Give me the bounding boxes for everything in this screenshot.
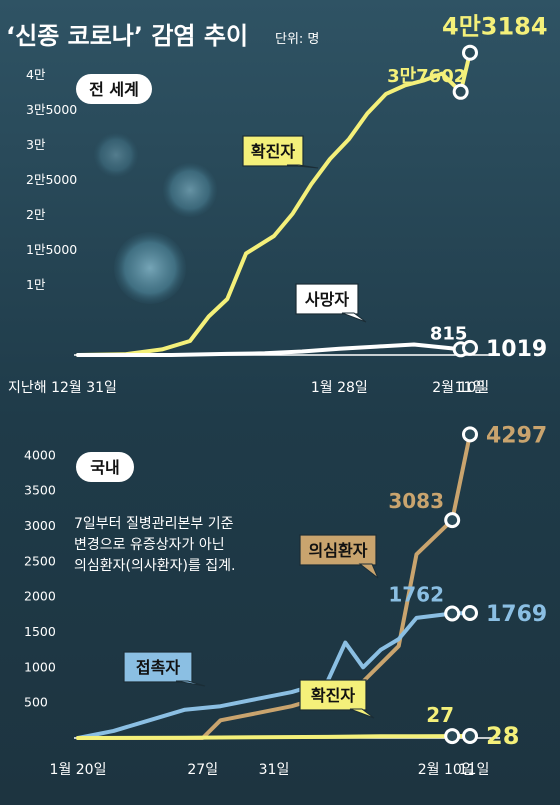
series-badge xyxy=(299,679,367,711)
series-name: 확진자 xyxy=(311,686,355,705)
x-tick-label: 27일 xyxy=(187,762,218,778)
series-name: 확진자 xyxy=(251,142,295,161)
y-tick-label: 3만5000 xyxy=(26,102,77,117)
y-tick-label: 500 xyxy=(24,695,48,710)
series-badge-pointer xyxy=(341,312,367,323)
data-point-marker xyxy=(444,605,461,622)
y-tick-label: 2500 xyxy=(24,553,56,568)
data-point-marker xyxy=(462,44,478,61)
virus-icon xyxy=(114,232,186,304)
y-tick-label: 2000 xyxy=(24,589,56,604)
data-point-marker xyxy=(452,83,469,100)
series-badge xyxy=(123,651,193,683)
data-point-marker xyxy=(462,728,478,745)
y-tick-label: 1만5000 xyxy=(26,242,77,257)
series-badge-pointer xyxy=(286,164,319,169)
note-line: 의심환자(의사환자)를 집계. xyxy=(74,558,236,574)
panel-badge xyxy=(76,74,152,104)
series-badge xyxy=(242,135,304,167)
note-line: 변경으로 유증상자가 아닌 xyxy=(74,537,225,553)
unit-label: 단위: 명 xyxy=(275,32,319,47)
x-tick-label: 2월 10일 xyxy=(418,762,475,778)
series-badge xyxy=(299,534,377,566)
series-badge-pointer xyxy=(175,680,206,687)
x-tick-label: 31일 xyxy=(259,762,290,778)
y-tick-label: 1만 xyxy=(26,277,46,292)
x-tick-label: 11일 xyxy=(455,380,486,396)
series-name: 의심환자 xyxy=(309,541,368,560)
y-tick-label: 4만 xyxy=(26,67,46,82)
series-badge xyxy=(295,283,359,315)
virus-icon xyxy=(94,133,138,177)
data-label: 3만7602 xyxy=(387,66,466,87)
x-tick-label: 지난해 12월 31일 xyxy=(8,380,117,396)
x-tick-label: 2월 10일 xyxy=(432,380,489,396)
y-tick-label: 3500 xyxy=(24,483,56,498)
series-badge-pointer xyxy=(358,563,379,579)
end-value-label: 1769 xyxy=(486,602,547,627)
data-point-marker xyxy=(462,604,478,621)
panel-label: 전 세계 xyxy=(89,80,139,99)
note-line: 7일부터 질병관리본부 기준 xyxy=(74,516,234,532)
series-line xyxy=(76,734,472,740)
panel-badge xyxy=(76,452,134,482)
data-label: 27 xyxy=(426,703,454,727)
y-tick-label: 3만 xyxy=(26,137,46,152)
end-value-label: 4만3184 xyxy=(442,13,548,41)
y-tick-label: 1500 xyxy=(24,624,56,639)
data-point-marker xyxy=(444,512,461,529)
end-value-label: 28 xyxy=(486,722,519,750)
y-tick-label: 4000 xyxy=(24,447,56,462)
end-value-label: 4297 xyxy=(486,423,547,448)
page-title: ‘신종 코로나’ 감염 추이 xyxy=(6,22,248,50)
data-label: 1762 xyxy=(388,582,444,606)
data-label: 815 xyxy=(430,323,468,344)
y-tick-label: 2만5000 xyxy=(26,172,77,187)
series-name: 사망자 xyxy=(305,290,349,309)
virus-illustration xyxy=(94,133,217,304)
virus-icon xyxy=(163,163,217,217)
data-label: 3083 xyxy=(388,489,444,513)
series-name: 접촉자 xyxy=(136,658,180,677)
series-line xyxy=(76,50,472,357)
end-value-label: 1019 xyxy=(486,337,547,362)
x-tick-label: 11일 xyxy=(459,762,490,778)
y-tick-label: 3000 xyxy=(24,518,56,533)
data-point-marker xyxy=(462,426,478,443)
series-badge-pointer xyxy=(349,708,375,719)
x-tick-label: 1월 20일 xyxy=(50,762,107,778)
data-point-marker xyxy=(462,339,478,356)
series-line xyxy=(76,342,472,357)
data-point-marker xyxy=(444,728,461,745)
korea-chart: 500 1000 1500 2000 2500 3000 3500 4000 1월 20일 27일… xyxy=(24,423,547,778)
y-tick-label: 2만 xyxy=(26,207,46,222)
y-tick-label: 1000 xyxy=(24,659,56,674)
panel-label: 국내 xyxy=(90,458,119,477)
x-tick-label: 1월 28일 xyxy=(311,380,368,396)
